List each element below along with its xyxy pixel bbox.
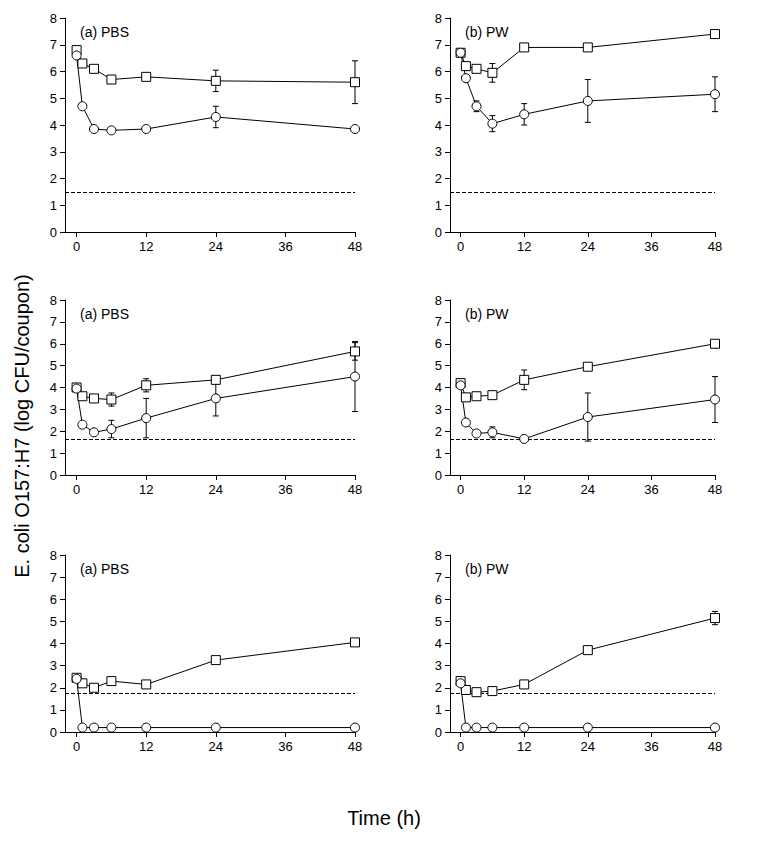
svg-text:24: 24	[209, 482, 223, 497]
svg-text:8: 8	[435, 11, 442, 26]
svg-text:24: 24	[581, 239, 595, 254]
svg-text:6: 6	[435, 336, 442, 351]
svg-text:48: 48	[708, 739, 722, 754]
svg-text:2: 2	[435, 680, 442, 695]
svg-text:8: 8	[435, 548, 442, 563]
svg-text:3: 3	[50, 402, 57, 417]
svg-text:7: 7	[435, 570, 442, 585]
svg-text:48: 48	[708, 482, 722, 497]
svg-text:24: 24	[581, 739, 595, 754]
svg-text:8: 8	[435, 293, 442, 308]
svg-text:12: 12	[517, 482, 531, 497]
svg-text:(a) PBS: (a) PBS	[80, 561, 129, 577]
svg-text:Time (h): Time (h)	[347, 807, 421, 829]
svg-text:7: 7	[435, 37, 442, 52]
svg-text:0: 0	[457, 482, 464, 497]
svg-text:0: 0	[73, 239, 80, 254]
svg-text:1: 1	[50, 702, 57, 717]
svg-text:1: 1	[435, 198, 442, 213]
svg-text:0: 0	[457, 739, 464, 754]
svg-text:2: 2	[435, 424, 442, 439]
svg-text:12: 12	[517, 739, 531, 754]
svg-text:24: 24	[581, 482, 595, 497]
svg-text:2: 2	[50, 171, 57, 186]
svg-text:3: 3	[435, 144, 442, 159]
svg-text:12: 12	[517, 239, 531, 254]
svg-text:1: 1	[50, 446, 57, 461]
svg-text:4: 4	[50, 118, 57, 133]
svg-text:6: 6	[435, 592, 442, 607]
svg-text:2: 2	[50, 424, 57, 439]
svg-text:0: 0	[73, 482, 80, 497]
svg-text:7: 7	[50, 570, 57, 585]
svg-text:7: 7	[435, 314, 442, 329]
svg-text:0: 0	[50, 468, 57, 483]
svg-text:48: 48	[348, 482, 362, 497]
svg-text:E. coli O157:H7 (log CFU/coupo: E. coli O157:H7 (log CFU/coupon)	[11, 274, 33, 577]
svg-text:8: 8	[50, 293, 57, 308]
svg-text:2: 2	[50, 680, 57, 695]
svg-text:(b) PW: (b) PW	[465, 561, 509, 577]
svg-text:36: 36	[278, 739, 292, 754]
svg-text:5: 5	[50, 614, 57, 629]
svg-text:6: 6	[435, 64, 442, 79]
svg-text:3: 3	[50, 144, 57, 159]
svg-text:0: 0	[435, 468, 442, 483]
svg-text:1: 1	[50, 198, 57, 213]
svg-text:3: 3	[435, 658, 442, 673]
svg-text:5: 5	[435, 358, 442, 373]
svg-text:48: 48	[348, 239, 362, 254]
svg-text:3: 3	[50, 658, 57, 673]
svg-text:0: 0	[73, 739, 80, 754]
svg-text:3: 3	[435, 402, 442, 417]
svg-text:12: 12	[139, 482, 153, 497]
svg-text:8: 8	[50, 11, 57, 26]
svg-text:(b) PW: (b) PW	[465, 24, 509, 40]
svg-text:0: 0	[50, 225, 57, 240]
svg-text:0: 0	[50, 725, 57, 740]
svg-text:7: 7	[50, 37, 57, 52]
svg-text:12: 12	[139, 239, 153, 254]
svg-text:0: 0	[435, 725, 442, 740]
svg-text:4: 4	[435, 636, 442, 651]
svg-text:8: 8	[50, 548, 57, 563]
svg-text:4: 4	[435, 380, 442, 395]
svg-text:5: 5	[50, 358, 57, 373]
svg-text:2: 2	[435, 171, 442, 186]
svg-text:1: 1	[435, 446, 442, 461]
svg-text:24: 24	[209, 239, 223, 254]
svg-text:(b) PW: (b) PW	[465, 306, 509, 322]
svg-text:6: 6	[50, 592, 57, 607]
svg-text:0: 0	[457, 239, 464, 254]
svg-text:36: 36	[644, 239, 658, 254]
svg-text:4: 4	[435, 118, 442, 133]
svg-text:24: 24	[209, 739, 223, 754]
svg-text:(a) PBS: (a) PBS	[80, 306, 129, 322]
svg-text:5: 5	[435, 614, 442, 629]
svg-text:7: 7	[50, 314, 57, 329]
svg-text:1: 1	[435, 702, 442, 717]
svg-text:12: 12	[139, 739, 153, 754]
svg-text:6: 6	[50, 64, 57, 79]
svg-text:0: 0	[435, 225, 442, 240]
svg-text:6: 6	[50, 336, 57, 351]
svg-text:4: 4	[50, 380, 57, 395]
svg-text:36: 36	[278, 239, 292, 254]
svg-text:5: 5	[435, 91, 442, 106]
svg-text:(a) PBS: (a) PBS	[80, 24, 129, 40]
svg-text:36: 36	[644, 482, 658, 497]
svg-text:5: 5	[50, 91, 57, 106]
svg-text:36: 36	[644, 739, 658, 754]
svg-text:36: 36	[278, 482, 292, 497]
svg-text:4: 4	[50, 636, 57, 651]
svg-text:48: 48	[348, 739, 362, 754]
svg-text:48: 48	[708, 239, 722, 254]
